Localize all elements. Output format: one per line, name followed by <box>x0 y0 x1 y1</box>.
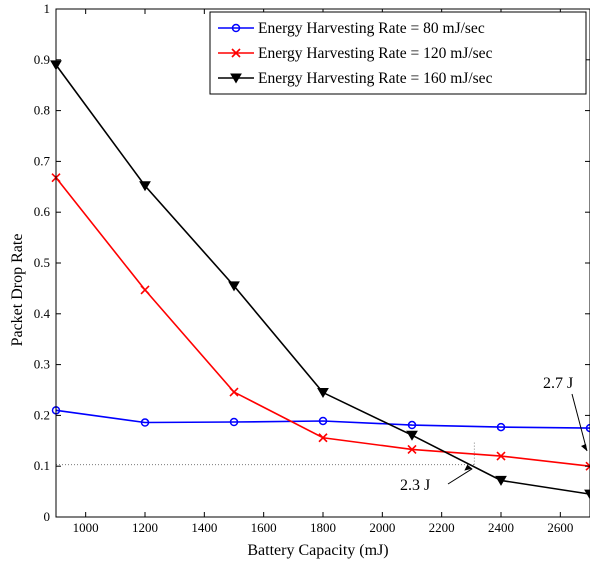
annotation-label: 2.7 J <box>543 375 573 392</box>
data-point <box>140 418 150 427</box>
annotation-arrowhead <box>464 464 473 471</box>
data-point <box>318 416 328 426</box>
x-tick-label: 2600 <box>547 520 573 535</box>
series-1 <box>51 406 590 433</box>
x-tick-label: 1800 <box>310 520 336 535</box>
data-point <box>407 444 417 455</box>
annotation-label: 2.3 J <box>400 477 430 494</box>
y-tick-label: 1 <box>44 1 51 16</box>
legend-marker <box>230 73 242 84</box>
data-point <box>496 451 506 461</box>
data-point <box>406 430 418 441</box>
data-point <box>229 387 239 397</box>
y-tick-label: 0.3 <box>34 357 50 372</box>
legend-item: Energy Harvesting Rate = 120 mJ/sec <box>218 45 493 62</box>
legend-label: Energy Harvesting Rate = 120 mJ/sec <box>258 45 493 62</box>
series-line <box>55 177 590 467</box>
x-tick-label: 2000 <box>369 520 395 535</box>
data-point <box>139 181 151 192</box>
y-tick-label: 0.8 <box>34 103 50 118</box>
data-point <box>317 388 329 399</box>
y-tick-label: 0.2 <box>34 407 50 422</box>
x-tick-label: 2400 <box>488 520 514 535</box>
legend-box <box>209 11 587 95</box>
series-layer <box>50 60 590 500</box>
data-point <box>585 461 590 471</box>
x-tick-label: 2200 <box>429 520 455 535</box>
series-3 <box>50 60 590 500</box>
annotation-arrow <box>447 468 473 485</box>
y-tick-label: 0.4 <box>34 306 51 321</box>
series-2 <box>51 173 590 471</box>
y-tick-label: 0.9 <box>34 52 50 67</box>
annotations: 2.3 J 2.7 J <box>400 375 588 494</box>
x-tick-label: 1000 <box>73 520 99 535</box>
legend: Energy Harvesting Rate = 80 mJ/sec Energy… <box>209 11 587 95</box>
x-tick-label: 1400 <box>191 520 217 535</box>
data-point <box>496 422 506 432</box>
data-point <box>228 281 240 292</box>
data-point <box>584 489 590 500</box>
y-axis-label: Packet Drop Rate <box>9 234 26 347</box>
x-tick-label: 1600 <box>251 520 277 535</box>
legend-label: Energy Harvesting Rate = 80 mJ/sec <box>258 20 485 37</box>
data-point <box>229 417 239 427</box>
legend-item: Energy Harvesting Rate = 80 mJ/sec <box>218 20 485 37</box>
reference-lines <box>56 440 475 466</box>
y-tick-label: 0.7 <box>34 153 51 168</box>
annotation-arrow <box>571 393 588 452</box>
x-axis-label: Battery Capacity (mJ) <box>247 542 388 559</box>
legend-label: Energy Harvesting Rate = 160 mJ/sec <box>258 70 493 87</box>
y-tick-label: 0 <box>44 509 51 524</box>
y-tick-label: 0.6 <box>34 204 51 219</box>
legend-item: Energy Harvesting Rate = 160 mJ/sec <box>218 70 493 87</box>
data-point <box>495 475 507 486</box>
data-point <box>318 433 328 443</box>
y-tick-label: 0.1 <box>34 458 50 473</box>
axis-ticks: 1000 1200 1400 1600 1800 2000 2200 2400 2600 0 0.1… <box>34 1 590 535</box>
data-point <box>585 423 590 433</box>
data-point <box>140 285 150 295</box>
legend-marker <box>231 48 241 58</box>
legend-marker <box>231 23 241 33</box>
annotation-arrowhead <box>581 443 587 451</box>
y-tick-label: 0.5 <box>34 255 50 270</box>
x-tick-label: 1200 <box>132 520 158 535</box>
series-line <box>55 409 590 429</box>
data-point <box>407 420 417 430</box>
